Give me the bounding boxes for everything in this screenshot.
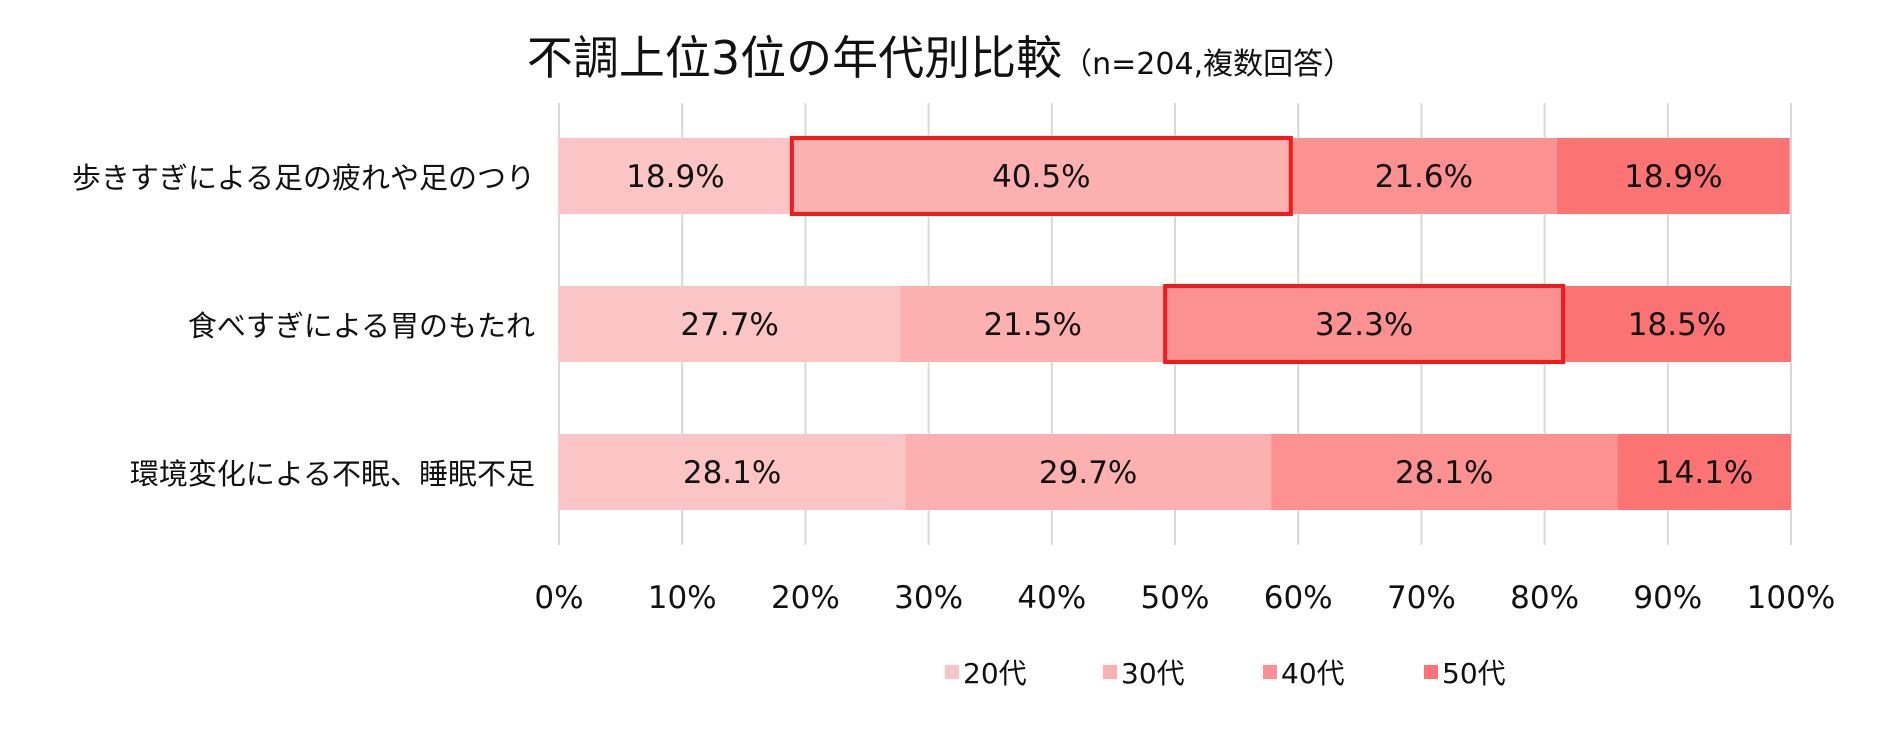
bar-segment	[559, 286, 901, 362]
x-tick-label: 70%	[1386, 580, 1456, 616]
data-label: 21.5%	[983, 307, 1081, 343]
x-tick-label: 90%	[1633, 580, 1703, 616]
data-label: 32.3%	[1315, 307, 1413, 343]
legend-swatch	[945, 665, 959, 679]
highlight-box	[1163, 284, 1566, 364]
bar-segment	[791, 138, 1291, 214]
highlight-boxes	[789, 136, 1566, 364]
bar-segment	[1290, 138, 1557, 214]
legend-label: 20代	[963, 657, 1027, 690]
data-label: 27.7%	[680, 307, 778, 343]
bar-segment	[1563, 286, 1791, 362]
legend-item: 50代	[1424, 652, 1506, 692]
bar-segment	[905, 434, 1272, 510]
x-tick-label: 100%	[1746, 580, 1836, 616]
x-tick-label: 10%	[647, 580, 717, 616]
legend-item: 30代	[1103, 652, 1185, 692]
category-label: 歩きすぎによる足の疲れや足のつり	[71, 161, 535, 195]
x-tick-label: 50%	[1140, 580, 1210, 616]
chart-title-main: 不調上位3位の年代別比較	[526, 31, 1063, 85]
legend-item: 20代	[945, 652, 1027, 692]
bar-segment	[559, 138, 792, 214]
category-label: 食べすぎによる胃のもたれ	[187, 309, 535, 343]
data-label: 18.5%	[1628, 307, 1726, 343]
legend-label: 50代	[1442, 657, 1506, 690]
data-label: 14.1%	[1655, 455, 1753, 491]
data-label: 18.9%	[1624, 159, 1722, 195]
data-label: 29.7%	[1039, 455, 1137, 491]
bar-segment	[559, 434, 906, 510]
legend-label: 30代	[1121, 657, 1185, 690]
chart-subtitle: （n=204,複数回答）	[1062, 47, 1354, 82]
bars: 18.9% 40.5% 21.6% 18.9% 27.7% 21.5% 32.3% 18.5%…	[559, 138, 1791, 510]
x-tick-label: 60%	[1263, 580, 1333, 616]
legend-swatch	[1424, 665, 1438, 679]
legend-swatch	[1263, 665, 1277, 679]
bar-segment	[1271, 434, 1618, 510]
data-label: 18.9%	[626, 159, 724, 195]
bar-segment	[1165, 286, 1564, 362]
bar-segment	[1617, 434, 1791, 510]
x-tick-label: 20%	[770, 580, 840, 616]
data-label: 28.1%	[683, 455, 781, 491]
bar-segment	[1556, 138, 1790, 214]
chart-title: 不調上位3位の年代別比較（n=204,複数回答）	[0, 22, 1880, 88]
x-tick-label: 30%	[894, 580, 964, 616]
x-tick-label: 80%	[1510, 580, 1580, 616]
legend-swatch	[1103, 665, 1117, 679]
x-tick-label: 0%	[534, 580, 584, 616]
bar-segment	[900, 286, 1166, 362]
highlight-box	[789, 136, 1293, 216]
legend-label: 40代	[1281, 657, 1345, 690]
x-tick-label: 40%	[1017, 580, 1087, 616]
data-label: 28.1%	[1395, 455, 1493, 491]
category-label: 環境変化による不眠、睡眠不足	[129, 457, 535, 491]
legend-item: 40代	[1263, 652, 1345, 692]
data-label: 21.6%	[1375, 159, 1473, 195]
data-label: 40.5%	[992, 159, 1090, 195]
